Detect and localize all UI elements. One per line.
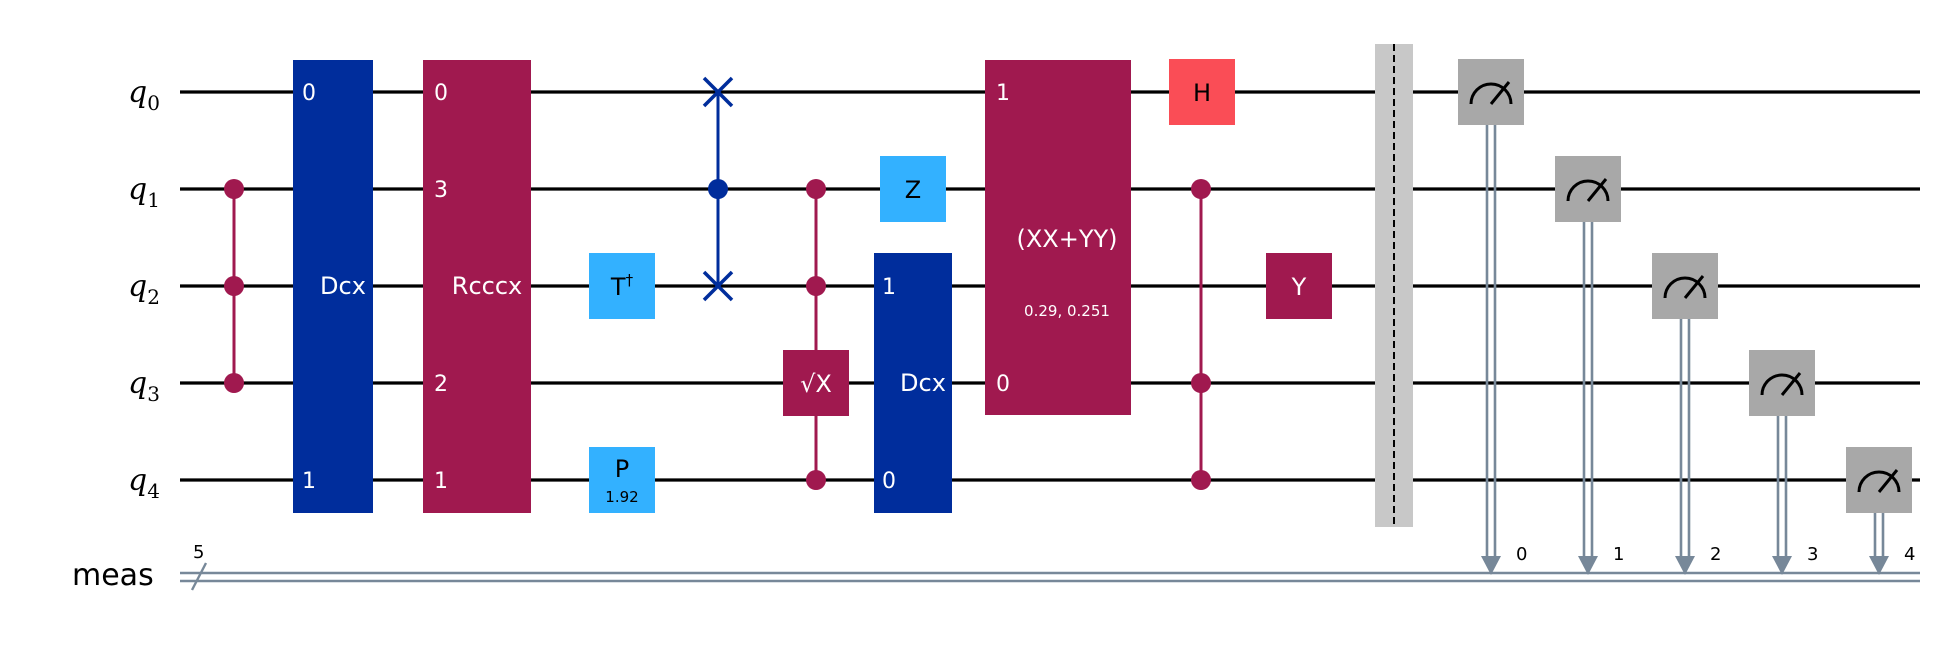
classical-register-wire [180, 562, 1920, 591]
y-gate: Y [1266, 253, 1332, 319]
svg-text:1: 1 [996, 81, 1010, 106]
meas-bit-4: 4 [1904, 544, 1915, 565]
svg-text:0: 0 [882, 469, 896, 494]
measure-gate-2 [1652, 253, 1718, 575]
meas-bit-1: 1 [1613, 544, 1624, 565]
dcx-gate-1: 0 1 Dcx [293, 60, 373, 513]
qubit-label-0: q0 [128, 75, 160, 115]
qubit-label-2: q2 [128, 269, 160, 309]
qubit-label-4: q4 [128, 463, 160, 503]
svg-text:0.29, 0.251: 0.29, 0.251 [1024, 302, 1110, 320]
meas-bit-3: 3 [1807, 544, 1818, 565]
svg-text:P: P [615, 455, 629, 483]
svg-text:Dcx: Dcx [320, 272, 366, 300]
tdg-gate: T† [589, 253, 655, 319]
svg-text:q1: q1 [128, 172, 160, 212]
svg-text:q3: q3 [128, 366, 160, 406]
meas-bit-2: 2 [1710, 544, 1721, 565]
qubit-label-3: q3 [128, 366, 160, 406]
svg-text:Y: Y [1291, 273, 1307, 301]
svg-text:0: 0 [996, 372, 1010, 397]
svg-text:1: 1 [882, 275, 896, 300]
svg-text:(XX+YY): (XX+YY) [1016, 225, 1117, 253]
svg-text:H: H [1193, 79, 1211, 107]
dcx-gate-2: 1 0 Dcx [874, 253, 952, 513]
barrier [1375, 44, 1413, 527]
svg-text:Z: Z [905, 176, 921, 204]
svg-text:q0: q0 [128, 75, 160, 115]
measure-gate-1 [1555, 156, 1621, 575]
svg-text:q2: q2 [128, 269, 160, 309]
classical-register-label: meas [72, 558, 154, 593]
svg-text:1: 1 [302, 469, 316, 494]
svg-text:3: 3 [434, 178, 448, 203]
measure-gate-4 [1846, 447, 1912, 575]
phase-gate: P 1.92 [589, 447, 655, 513]
svg-text:Dcx: Dcx [900, 369, 946, 397]
measure-gate-0 [1458, 59, 1524, 575]
svg-text:2: 2 [434, 372, 448, 397]
hadamard-gate: H [1169, 59, 1235, 125]
xx-plus-yy-gate: 1 0 (XX+YY) 0.29, 0.251 [985, 60, 1131, 415]
cswap-gate [702, 76, 734, 302]
ccz-gate [224, 179, 244, 393]
ccz-gate-2 [1191, 179, 1211, 490]
svg-text:√X: √X [800, 370, 832, 398]
svg-text:T†: T† [610, 271, 634, 301]
classical-register-size: 5 [193, 542, 204, 563]
svg-text:0: 0 [302, 81, 316, 106]
svg-text:0: 0 [434, 81, 448, 106]
meas-bit-0: 0 [1516, 544, 1527, 565]
rcccx-gate: 0 3 2 1 Rcccx [423, 60, 531, 513]
controlled-sx-gate: √X [783, 179, 849, 490]
svg-text:Rcccx: Rcccx [452, 272, 522, 300]
z-gate: Z [880, 156, 946, 222]
qubit-label-1: q1 [128, 172, 160, 212]
svg-text:q4: q4 [128, 463, 160, 503]
measure-gate-3 [1749, 350, 1815, 575]
svg-text:1: 1 [434, 469, 448, 494]
svg-text:1.92: 1.92 [605, 488, 638, 506]
